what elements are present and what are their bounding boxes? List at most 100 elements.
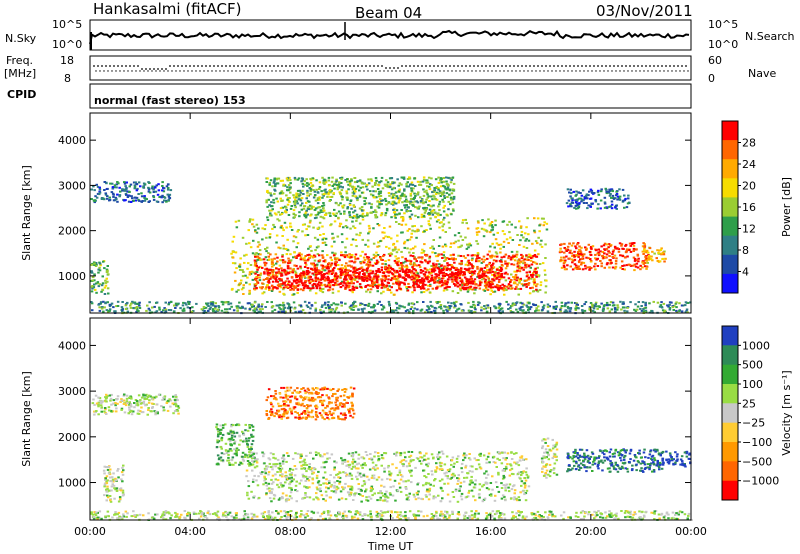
nave-dot: [247, 70, 249, 72]
data-cell: [369, 284, 372, 287]
nave-dot: [435, 70, 437, 72]
data-cell: [121, 310, 124, 313]
data-cell: [400, 266, 404, 269]
data-cell: [552, 305, 555, 308]
data-cell: [500, 256, 503, 259]
data-cell: [398, 199, 401, 202]
data-cell: [237, 289, 240, 292]
data-cell: [353, 256, 357, 258]
nave-dot: [383, 70, 385, 72]
data-cell: [575, 254, 578, 256]
data-cell: [319, 269, 322, 272]
data-cell: [469, 244, 473, 247]
data-cell: [348, 211, 351, 213]
data-cell: [174, 302, 178, 305]
data-cell: [167, 198, 170, 201]
data-cell: [320, 274, 323, 277]
data-cell: [360, 266, 364, 269]
data-cell: [280, 278, 283, 281]
data-cell: [489, 287, 493, 290]
data-cell: [90, 301, 93, 303]
data-cell: [222, 301, 225, 304]
data-cell: [470, 278, 473, 281]
data-cell: [405, 264, 408, 267]
data-cell: [378, 190, 381, 193]
freq-dot: [105, 65, 107, 67]
data-cell: [441, 229, 445, 232]
freq-dot: [565, 65, 567, 67]
data-cell: [104, 284, 108, 287]
data-cell: [622, 302, 625, 305]
data-cell: [570, 205, 573, 208]
data-cell: [306, 254, 309, 257]
data-cell: [482, 273, 486, 276]
data-cell: [93, 273, 96, 276]
data-cell: [363, 276, 367, 279]
data-cell: [394, 301, 398, 304]
data-cell: [317, 245, 320, 248]
data-cell: [435, 263, 438, 266]
data-cell: [527, 306, 530, 309]
data-cell: [394, 197, 398, 200]
data-cell: [509, 258, 513, 261]
data-cell: [560, 305, 564, 307]
data-cell: [446, 306, 449, 309]
data-cell: [424, 271, 428, 274]
data-cell: [614, 267, 617, 270]
data-cell: [392, 243, 395, 246]
data-cell: [394, 202, 398, 205]
data-cell: [428, 257, 431, 260]
data-cell: [343, 212, 346, 215]
data-cell: [277, 211, 280, 214]
data-cell: [632, 247, 636, 250]
data-cell: [609, 259, 612, 262]
data-cell: [418, 183, 421, 186]
data-cell: [519, 261, 522, 264]
data-cell: [504, 253, 508, 256]
data-cell: [461, 239, 465, 241]
data-cell: [269, 192, 272, 195]
data-cell: [304, 216, 308, 219]
data-cell: [490, 268, 494, 271]
freq-dot: [337, 65, 339, 67]
nave-dot: [175, 70, 177, 72]
data-cell: [413, 273, 417, 276]
data-cell: [575, 190, 578, 193]
freq-dot: [653, 65, 655, 67]
data-cell: [405, 185, 408, 188]
data-cell: [513, 277, 517, 280]
data-cell: [449, 196, 453, 199]
data-cell: [384, 197, 387, 200]
data-cell: [398, 275, 401, 278]
data-cell: [488, 283, 491, 285]
data-cell: [345, 190, 348, 193]
data-cell: [403, 273, 407, 276]
data-cell: [410, 306, 414, 309]
data-cell: [277, 304, 280, 307]
data-cell: [463, 284, 466, 286]
data-cell: [490, 224, 494, 227]
data-cell: [643, 243, 646, 246]
data-cell: [478, 301, 481, 304]
data-cell: [256, 258, 259, 261]
nave-dot: [347, 70, 349, 72]
data-cell: [411, 201, 414, 204]
data-cell: [430, 205, 433, 208]
data-cell: [468, 262, 471, 264]
data-cell: [138, 304, 141, 307]
nsearch-tick-top: 10^5: [708, 18, 738, 31]
data-cell: [596, 265, 600, 267]
data-cell: [105, 182, 108, 185]
data-cell: [507, 277, 511, 280]
data-cell: [414, 195, 417, 197]
data-cell: [452, 258, 455, 261]
data-cell: [491, 286, 495, 289]
freq-dot: [517, 65, 519, 67]
data-cell: [273, 226, 276, 229]
data-cell: [296, 202, 299, 205]
data-cell: [256, 268, 259, 271]
data-cell: [316, 191, 320, 194]
data-cell: [323, 209, 326, 212]
data-cell: [623, 309, 626, 312]
data-cell: [125, 187, 128, 190]
